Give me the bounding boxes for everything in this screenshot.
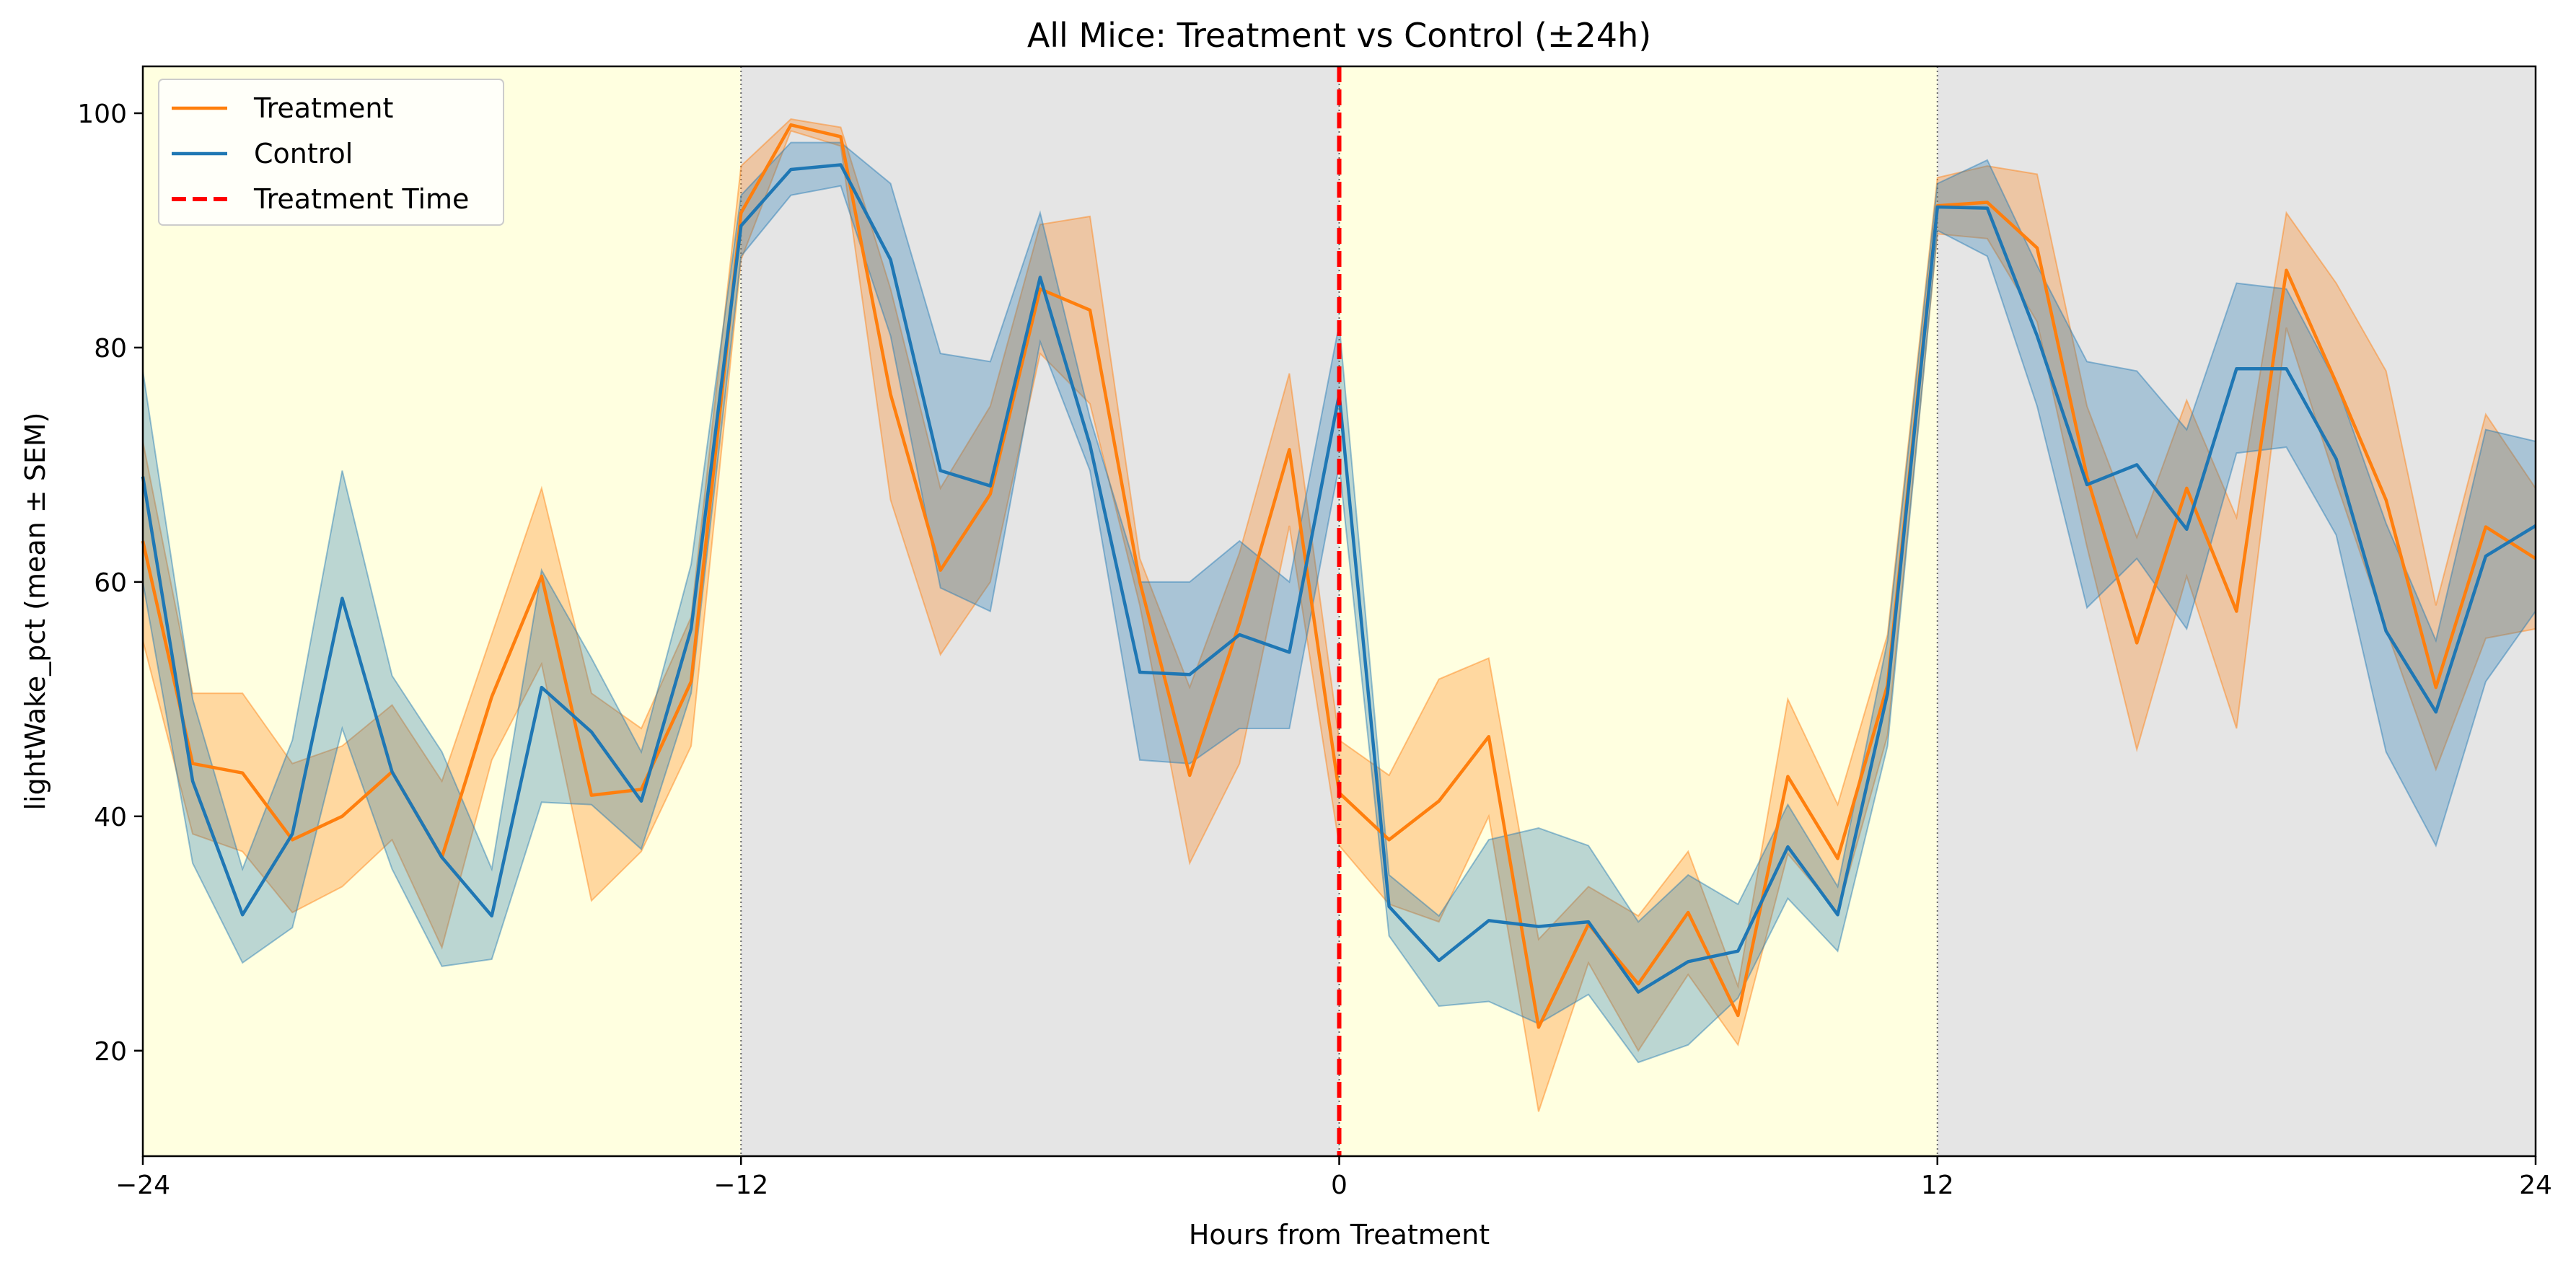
band-light-2	[1339, 66, 1938, 1156]
y-tick-label: 60	[94, 568, 127, 598]
x-tick-label: 0	[1331, 1171, 1348, 1200]
y-tick-label: 100	[77, 100, 127, 129]
band-dark-1	[741, 66, 1340, 1156]
background-bands	[143, 66, 2536, 1156]
y-tick-label: 80	[94, 334, 127, 364]
x-tick-label: −12	[713, 1171, 768, 1200]
legend-label: Control	[254, 138, 353, 169]
x-tick-label: −24	[115, 1171, 170, 1200]
x-tick-label: 24	[2519, 1171, 2552, 1200]
x-tick-label: 12	[1921, 1171, 1954, 1200]
legend-label: Treatment Time	[253, 183, 469, 215]
chart-title: All Mice: Treatment vs Control (±24h)	[1027, 16, 1651, 55]
legend: Treatment Control Treatment Time	[158, 79, 504, 226]
y-axis-ticks: 20 40 60 80 100	[77, 100, 143, 1067]
y-tick-label: 40	[94, 803, 127, 832]
legend-box	[158, 79, 504, 226]
y-axis-label: lightWake_pct (mean ± SEM)	[19, 412, 51, 810]
band-light-0	[143, 66, 742, 1156]
legend-label: Treatment	[253, 92, 393, 124]
x-axis-label: Hours from Treatment	[1189, 1219, 1490, 1251]
y-tick-label: 20	[94, 1037, 127, 1067]
x-axis-ticks: −24 −12 0 12 24	[115, 1156, 2552, 1200]
